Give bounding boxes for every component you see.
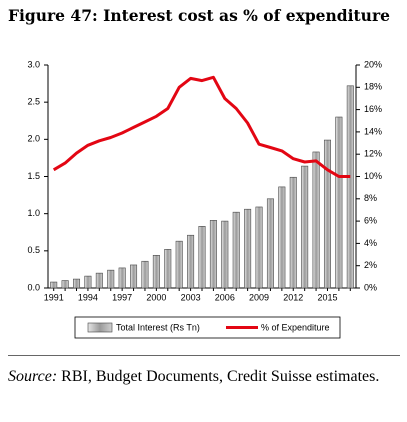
- y2-tick-label: 0%: [364, 282, 377, 292]
- bar: [209, 220, 217, 289]
- bar: [221, 220, 229, 289]
- bar: [84, 275, 92, 289]
- y2-tick-label: 20%: [364, 59, 382, 69]
- y2-tick-label: 14%: [364, 126, 382, 136]
- x-tick-label: 2003: [181, 292, 201, 302]
- bar: [152, 254, 160, 289]
- y2-tick-label: 4%: [364, 238, 377, 248]
- line-series: [52, 75, 351, 178]
- separator: [8, 355, 400, 356]
- bar: [198, 226, 206, 289]
- bar: [335, 116, 343, 289]
- y2-tick-label: 18%: [364, 82, 382, 92]
- x-tick-label: 1997: [112, 292, 132, 302]
- bar: [346, 85, 354, 289]
- bar: [118, 267, 126, 289]
- bar: [73, 278, 81, 289]
- bar: [232, 211, 240, 289]
- legend-swatch: [87, 322, 113, 333]
- source-note: Source: RBI, Budget Documents, Credit Su…: [8, 366, 388, 387]
- y2-tick-label: 10%: [364, 171, 382, 181]
- y2-tick-label: 12%: [364, 149, 382, 159]
- bar: [278, 186, 286, 289]
- bar: [312, 151, 320, 289]
- bar: [323, 139, 331, 289]
- legend-label: Total Interest (Rs Tn): [116, 322, 200, 332]
- x-tick-label: 2000: [146, 292, 166, 302]
- bar: [244, 208, 252, 289]
- bar: [50, 281, 58, 289]
- y-tick-label: 3.0: [27, 59, 40, 69]
- x-tick-label: 2006: [215, 292, 235, 302]
- y2-tick-label: 2%: [364, 260, 377, 270]
- y-tick-label: 0.5: [27, 245, 40, 255]
- bar: [255, 206, 263, 289]
- y-tick-label: 1.5: [27, 171, 40, 181]
- bar: [289, 176, 297, 289]
- bar: [61, 280, 69, 289]
- x-tick-label: 2015: [317, 292, 337, 302]
- figure-title: Figure 47: Interest cost as % of expendi…: [8, 6, 390, 25]
- y-tick-label: 0.0: [27, 282, 40, 292]
- y2-tick-label: 16%: [364, 104, 382, 114]
- bar: [107, 269, 115, 289]
- bar: [95, 272, 103, 289]
- bar: [266, 198, 274, 289]
- bar: [141, 260, 149, 289]
- y-tick-label: 1.0: [27, 208, 40, 218]
- legend-label: % of Expenditure: [261, 322, 330, 332]
- y-tick-label: 2.5: [27, 97, 40, 107]
- bar: [301, 165, 309, 289]
- x-tick-label: 2009: [249, 292, 269, 302]
- x-tick-label: 1994: [78, 292, 98, 302]
- source-label: Source:: [8, 368, 58, 385]
- y2-tick-label: 8%: [364, 193, 377, 203]
- chart: 0.0 0.5 1.0 1.5 2.0 2.5 3.0 0% 2% 4% 6% 8% 10% 12% 14%…: [27, 59, 382, 339]
- y2-tick-label: 6%: [364, 215, 377, 225]
- x-tick-label: 1991: [44, 292, 64, 302]
- bar: [175, 240, 183, 289]
- legend-box: [74, 316, 341, 339]
- bar: [164, 249, 172, 289]
- x-tick-label: 2012: [283, 292, 303, 302]
- y-tick-label: 2.0: [27, 134, 40, 144]
- source-text: RBI, Budget Documents, Credit Suisse est…: [61, 368, 380, 385]
- bar: [130, 264, 138, 289]
- bar: [187, 234, 195, 289]
